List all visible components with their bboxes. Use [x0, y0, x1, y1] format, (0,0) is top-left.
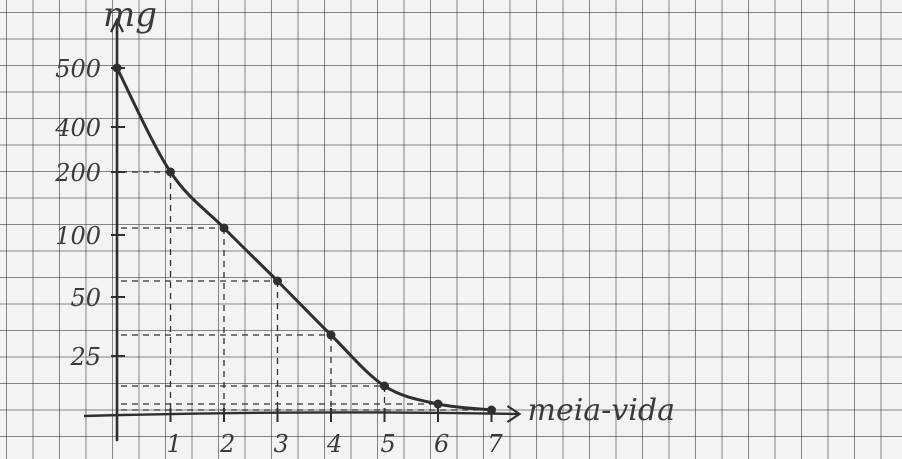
- data-point-5: [380, 381, 389, 391]
- decay-line: [115, 66, 493, 412]
- y-axis-arrow: [110, 17, 124, 33]
- x-axis-title: meia-vida: [528, 393, 675, 428]
- x-tick-label-5: 5: [381, 430, 396, 458]
- x-tick-label-3: 3: [274, 430, 289, 458]
- data-point-1: [166, 167, 175, 177]
- y-tick-label-200: 200: [54, 159, 101, 187]
- x-tick-label-4: 4: [326, 430, 342, 458]
- y-tick-label-100: 100: [55, 222, 101, 250]
- data-point-4: [326, 330, 336, 340]
- dashed-guide-lines: [121, 171, 493, 414]
- data-point-7: [487, 405, 496, 415]
- tick-labels: 500 400 200 100 50 25 1 2 3 4 5 6 7 mg meia-vida: [54, 0, 675, 458]
- data-points: [112, 63, 496, 415]
- x-tick-label-7: 7: [488, 430, 504, 458]
- y-tick-label-500: 500: [55, 55, 101, 83]
- y-tick-label-400: 400: [54, 114, 101, 142]
- y-tick-label-50: 50: [70, 284, 101, 312]
- chart-axes: [83, 17, 522, 442]
- x-axis-arrow: [506, 405, 522, 423]
- x-tick-label-6: 6: [434, 430, 449, 458]
- x-axis: [83, 411, 518, 418]
- x-tick-label-2: 2: [219, 430, 235, 458]
- y-tick-label-25: 25: [69, 343, 101, 371]
- y-axis-title: mg: [103, 0, 157, 35]
- data-point-6: [433, 399, 443, 409]
- data-point-0: [112, 63, 122, 73]
- data-point-3: [273, 276, 282, 286]
- data-point-2: [219, 223, 229, 233]
- x-tick-label-1: 1: [167, 430, 182, 458]
- decay-curve: [115, 66, 493, 412]
